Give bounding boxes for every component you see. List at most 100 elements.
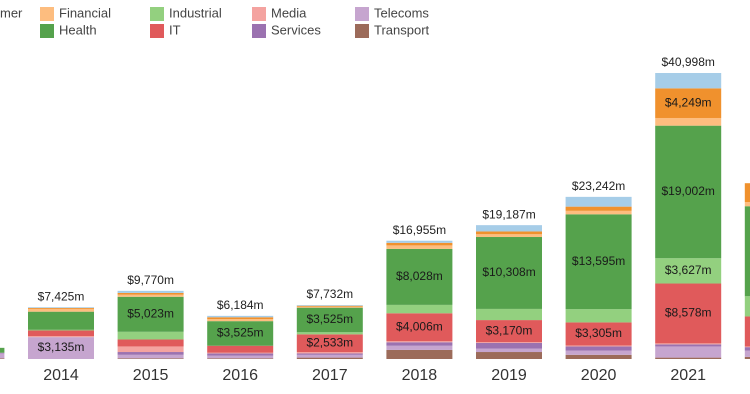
legend-swatch: [252, 24, 266, 38]
legend-label: mer: [0, 5, 23, 20]
bar-segment: [117, 339, 184, 347]
x-tick-label: 2016: [222, 367, 258, 384]
bar-segment: [386, 341, 453, 343]
bar-segment: [207, 355, 274, 359]
segment-label: $3,170m: [486, 323, 533, 337]
segment-label: $4,006m: [396, 319, 443, 333]
bar-segment: [28, 330, 94, 337]
legend-label: Services: [271, 22, 321, 37]
bar-segment: [296, 305, 363, 307]
bar-segment: [386, 349, 453, 359]
bar-segment: [744, 356, 750, 359]
bar-segment: [476, 348, 542, 353]
segment-label: $19,002m: [662, 184, 715, 198]
bar-segment: [744, 346, 750, 348]
bar-segment: [655, 283, 722, 344]
legend-swatch: [150, 7, 164, 21]
bar-segment: [207, 352, 274, 354]
bar-segment: [476, 342, 542, 349]
bar-segment: [565, 345, 632, 347]
bar-segment: [476, 352, 542, 359]
x-tick-label: 2020: [581, 367, 617, 384]
x-tick-label: 2015: [133, 367, 169, 384]
bar-segment: [655, 344, 722, 347]
segment-label: $8,578m: [665, 306, 712, 320]
bar-segment: [744, 202, 750, 207]
bar-segment: [117, 290, 184, 293]
bar-segment: [476, 237, 542, 309]
bar-segment: [117, 352, 184, 355]
bar-segment: [655, 88, 722, 118]
bar-segment: [117, 296, 184, 332]
bar-segment: [655, 346, 722, 358]
bar-segment: [117, 294, 184, 297]
bar-segment: [386, 240, 453, 243]
bar-segment: [117, 292, 184, 295]
legend-label: Telecoms: [374, 5, 429, 20]
x-tick-label: 2019: [491, 367, 527, 384]
bar-segment: [207, 358, 274, 359]
bar-segment: [0, 347, 5, 353]
bar-segment: [565, 206, 632, 211]
bar-segment: [296, 307, 363, 333]
bar-segment: [655, 117, 722, 126]
bar-segment: [296, 354, 363, 358]
legend-label: Transport: [374, 22, 430, 37]
total-label: $9,770m: [127, 273, 174, 287]
legend-swatch: [355, 24, 369, 38]
bar-segment: [28, 336, 94, 338]
bar-segment: [207, 321, 274, 346]
legend-label: Industrial: [169, 5, 222, 20]
bar-segment: [744, 316, 750, 347]
bar-segment: [296, 306, 363, 308]
bar-segment: [565, 322, 632, 346]
legend-swatch: [150, 24, 164, 38]
bar-segment: [117, 331, 184, 340]
bar-segment: [655, 343, 722, 345]
bar-segment: [296, 353, 363, 355]
bar-segment: [296, 332, 363, 335]
bar-segment: [0, 352, 5, 354]
bar-segment: [28, 311, 94, 330]
bar-segment: [117, 354, 184, 359]
bar-segment: [0, 353, 5, 359]
x-tick-label: 2017: [312, 367, 348, 384]
total-label: $16,955m: [393, 223, 446, 237]
bar-segment: [386, 345, 453, 350]
legend-label: Media: [271, 5, 307, 20]
segment-label: $3,525m: [306, 312, 353, 326]
total-label: $23,242m: [572, 179, 625, 193]
segment-label: $3,135m: [38, 340, 85, 354]
bar-segment: [28, 307, 94, 309]
bar-segment: [476, 234, 542, 238]
bar-segment: [565, 354, 632, 359]
total-label: $6,184m: [217, 298, 264, 312]
bar-segment: [117, 346, 184, 353]
bar-segment: [655, 258, 722, 284]
bar-segment: [565, 196, 632, 207]
legend-label: Financial: [59, 5, 111, 20]
bar-segment: [207, 315, 274, 318]
bar-segment: [207, 353, 274, 356]
bar-segment: [28, 329, 94, 331]
legend-swatch: [252, 7, 266, 21]
x-tick-label: 2014: [43, 367, 79, 384]
segment-label: $13,595m: [572, 254, 625, 268]
total-label: $19,187m: [482, 207, 535, 221]
bar-segment: [565, 214, 632, 310]
legend-label: IT: [169, 22, 181, 37]
total-label: $40,998m: [662, 55, 715, 69]
bar-segment: [296, 305, 363, 306]
bar-segment: [296, 352, 363, 354]
segment-label: $4,249m: [665, 95, 712, 109]
bar-segment: [476, 320, 542, 343]
bar-segment: [207, 345, 274, 353]
bar-segment: [476, 342, 542, 343]
segment-label: $10,308m: [482, 265, 535, 279]
bar-segment: [655, 125, 722, 259]
bar-segment: [655, 357, 722, 359]
bar-segment: [744, 350, 750, 357]
x-tick-label: 2021: [670, 367, 706, 384]
bar-segment: [386, 245, 453, 249]
